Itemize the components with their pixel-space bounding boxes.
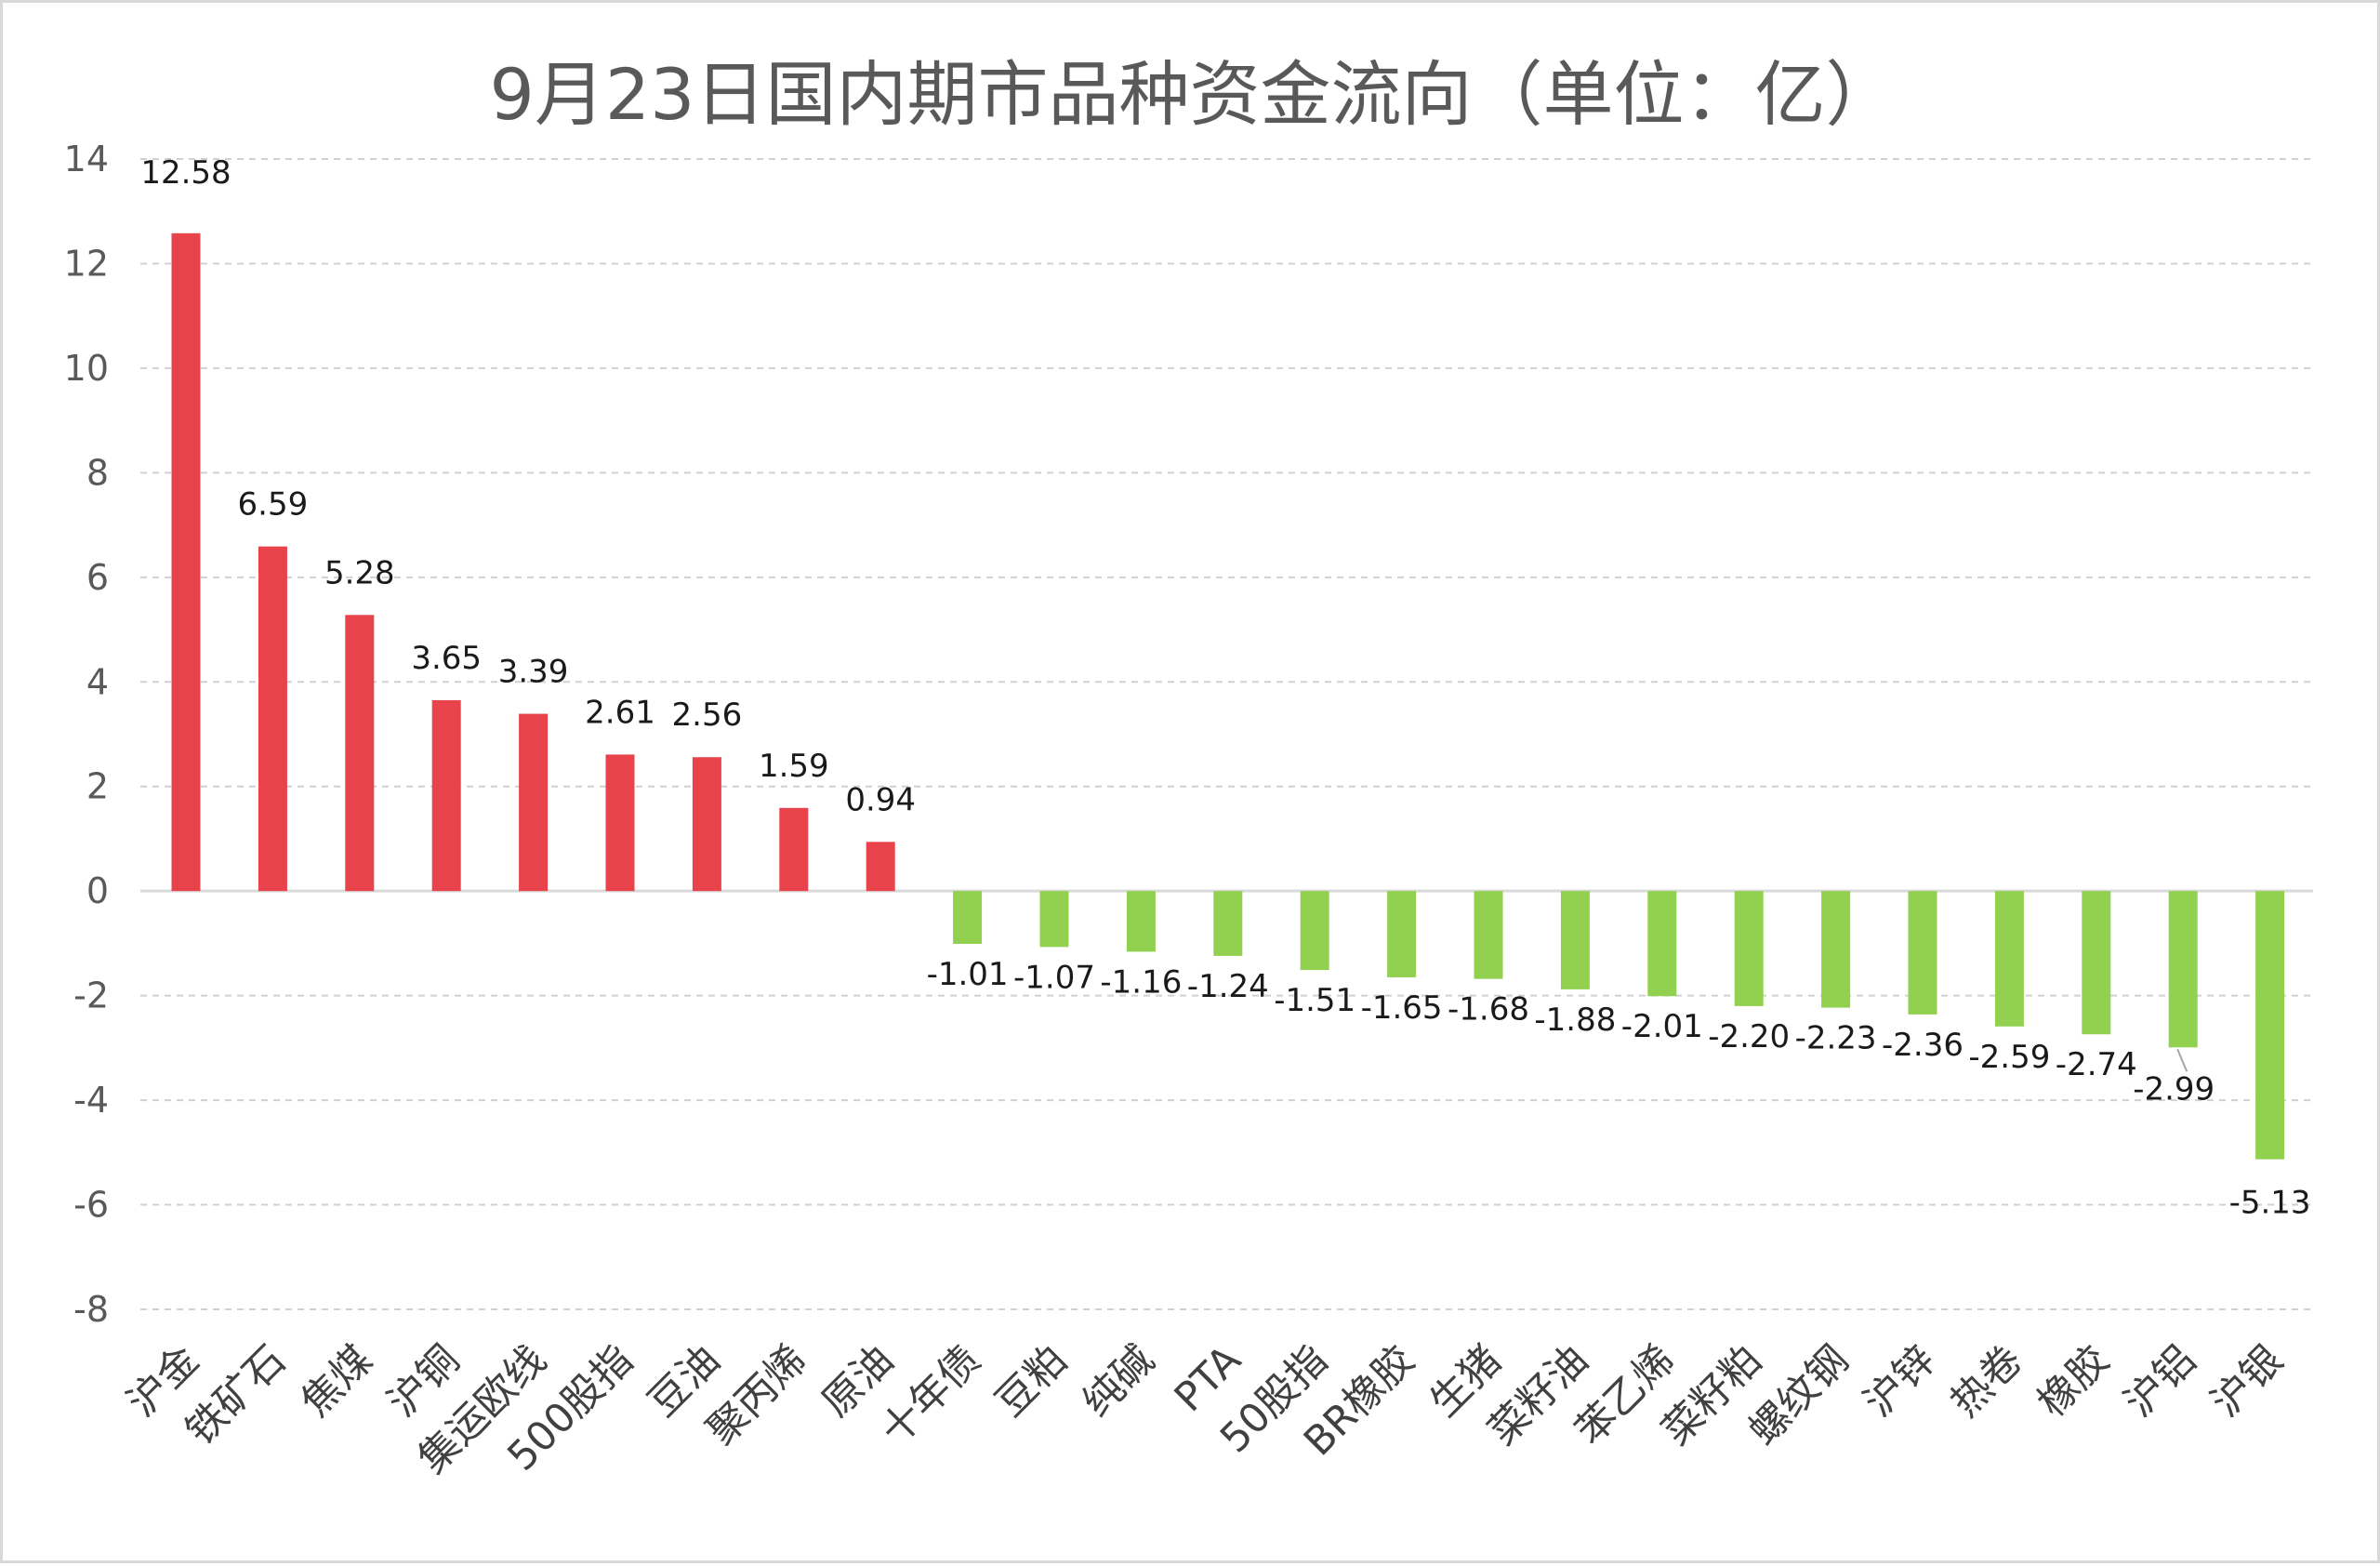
category-label: 聚丙烯 (698, 1336, 816, 1454)
bar-12 (1126, 891, 1156, 952)
leader-line (2176, 1048, 2188, 1072)
category-label: 沪铝 (2116, 1336, 2205, 1426)
data-label: -2.01 (1621, 1008, 1703, 1045)
bar-14 (1300, 891, 1329, 971)
y-tick-label: 6 (86, 557, 109, 598)
category-label: 热卷 (1942, 1336, 2031, 1426)
y-tick-label: 14 (64, 139, 109, 179)
bar-8 (779, 807, 809, 892)
category-label: 螺纹钢 (1740, 1336, 1858, 1454)
bars (171, 232, 2285, 1160)
category-label: 纯碱 (1074, 1336, 1163, 1426)
bar-18 (1647, 891, 1677, 997)
bar-1 (171, 232, 201, 892)
gridlines (140, 158, 2313, 1310)
data-label: -1.01 (927, 956, 1009, 993)
category-label: 十年债 (872, 1336, 990, 1454)
bar-9 (866, 842, 895, 892)
bar-15 (1387, 891, 1417, 977)
bar-25 (2255, 891, 2285, 1160)
data-label: 3.65 (411, 640, 482, 677)
bar-17 (1560, 891, 1590, 989)
data-label: -2.59 (1968, 1039, 2050, 1076)
bar-21 (1908, 891, 1937, 1015)
data-label: -1.51 (1274, 982, 1355, 1019)
y-tick-label: 4 (86, 661, 109, 702)
data-label: -1.65 (1361, 989, 1443, 1027)
y-tick-label: 10 (64, 348, 109, 389)
y-tick-label: 8 (86, 452, 109, 493)
bar-22 (1994, 891, 2024, 1027)
data-label: -2.36 (1882, 1027, 1964, 1064)
data-label: 1.59 (759, 748, 829, 785)
data-label: -2.23 (1795, 1020, 1877, 1057)
bar-5 (519, 713, 549, 892)
data-label: -1.24 (1187, 968, 1269, 1005)
category-label: 沪锌 (1856, 1336, 1945, 1426)
category-label: 铁矿石 (178, 1336, 296, 1454)
bar-7 (692, 757, 721, 892)
y-tick-label: -4 (73, 1080, 109, 1121)
y-tick-label: -2 (73, 975, 109, 1016)
bar-13 (1213, 891, 1243, 956)
bar-16 (1474, 891, 1503, 979)
bar-3 (345, 615, 375, 892)
bar-6 (605, 754, 635, 892)
y-tick-label: 12 (64, 243, 109, 284)
y-tick-label: -6 (73, 1185, 109, 1226)
bar-4 (431, 699, 461, 892)
bar-chart: 9月23日国内期市品种资金流向（单位：亿） 14 12 10 8 6 4 2 0 -2 -4 -6 -… (64, 53, 2313, 1482)
category-label: 焦煤 (292, 1336, 381, 1426)
data-label: -2.74 (2056, 1046, 2137, 1083)
data-label: -1.07 (1013, 959, 1095, 996)
data-label: -1.88 (1534, 1002, 1616, 1039)
data-label: -5.13 (2229, 1185, 2311, 1222)
bar-23 (2082, 891, 2111, 1035)
data-label: -2.20 (1708, 1018, 1790, 1055)
bar-24 (2168, 891, 2198, 1048)
data-label: 2.56 (672, 697, 743, 734)
data-label: -1.68 (1448, 991, 1529, 1029)
bar-2 (258, 546, 287, 892)
y-tick-label: 0 (86, 870, 109, 911)
data-label: 3.39 (498, 654, 569, 691)
data-label: -2.99 (2133, 1070, 2215, 1108)
data-label: 6.59 (238, 486, 309, 524)
chart-title: 9月23日国内期市品种资金流向（单位：亿） (489, 53, 1896, 136)
data-label: -1.16 (1100, 963, 1182, 1001)
bar-10 (953, 891, 983, 944)
bar-20 (1821, 891, 1851, 1008)
category-label: 苯乙烯 (1567, 1336, 1685, 1454)
data-label: 0.94 (845, 781, 916, 818)
category-label: 橡胶 (2029, 1336, 2118, 1426)
category-label: 菜籽粕 (1653, 1336, 1771, 1454)
data-label: 5.28 (324, 554, 395, 591)
bar-11 (1039, 891, 1069, 948)
category-label: 豆粕 (987, 1336, 1077, 1426)
y-axis-tick-labels: 14 12 10 8 6 4 2 0 -2 -4 -6 -8 (64, 139, 109, 1330)
data-label: 12.58 (140, 154, 231, 192)
data-label: 2.61 (585, 694, 655, 731)
category-label: 沪银 (2202, 1336, 2292, 1426)
y-tick-label: -8 (73, 1289, 109, 1330)
data-labels: 12.58 6.59 5.28 3.65 3.39 2.61 2.56 1.59 0.94 -1.… (140, 154, 2310, 1222)
bar-19 (1734, 891, 1764, 1006)
y-tick-label: 2 (86, 766, 109, 807)
category-label: 菜籽油 (1480, 1336, 1598, 1454)
